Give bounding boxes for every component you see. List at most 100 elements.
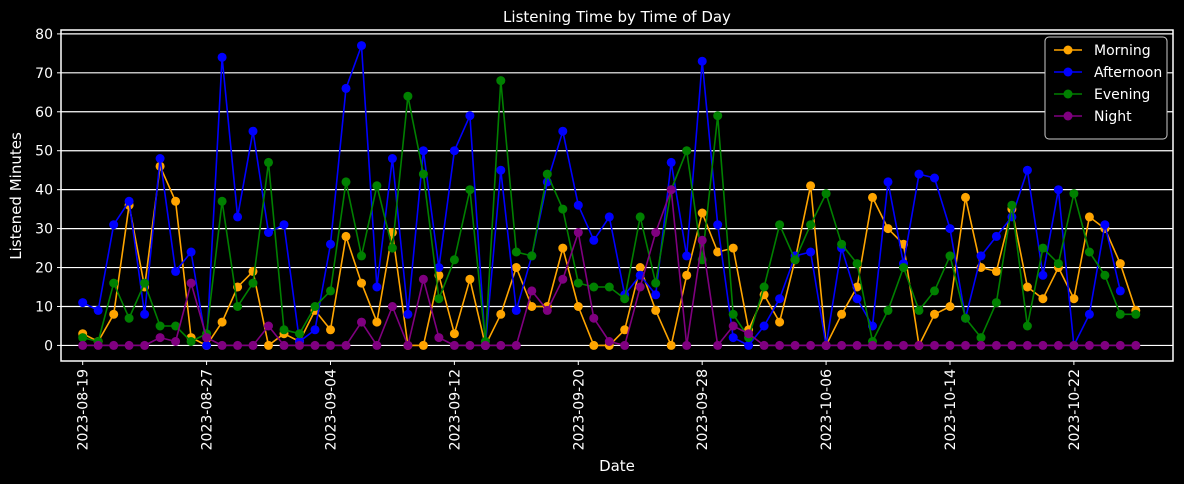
data-point — [1100, 270, 1110, 280]
data-point — [171, 266, 181, 276]
data-point — [496, 76, 506, 86]
data-point — [171, 321, 181, 331]
data-point — [991, 298, 1001, 308]
data-point — [155, 321, 165, 331]
data-point — [930, 173, 939, 183]
data-point — [1084, 247, 1094, 257]
data-point — [666, 157, 676, 167]
data-point — [542, 169, 552, 179]
data-point — [821, 340, 831, 350]
data-point — [573, 200, 583, 210]
data-point — [775, 294, 785, 304]
data-point — [341, 177, 351, 187]
data-point — [248, 266, 258, 276]
data-point — [357, 251, 366, 261]
data-point — [945, 340, 955, 350]
data-point — [403, 340, 413, 350]
data-point — [480, 340, 490, 350]
data-point — [78, 340, 88, 350]
y-tick-label: 80 — [35, 27, 53, 43]
data-point — [465, 274, 475, 284]
data-point — [651, 290, 661, 300]
data-point — [403, 309, 413, 319]
data-point — [991, 340, 1001, 350]
data-point — [883, 177, 893, 187]
data-point — [620, 294, 630, 304]
data-point — [1038, 243, 1048, 253]
data-point — [511, 247, 521, 257]
data-point — [914, 340, 924, 350]
data-point — [1053, 185, 1063, 195]
legend-swatch-marker — [1063, 67, 1073, 77]
data-point — [1007, 340, 1017, 350]
data-point — [418, 169, 428, 179]
data-point — [620, 340, 630, 350]
data-point — [821, 189, 831, 199]
data-point — [449, 329, 459, 339]
legend-swatch-marker — [1063, 45, 1073, 55]
data-point — [186, 247, 196, 257]
data-point — [1084, 212, 1094, 222]
data-point — [759, 321, 769, 331]
legend-swatch-marker — [1063, 111, 1073, 121]
data-point — [930, 309, 939, 319]
data-point — [1115, 340, 1125, 350]
data-point — [759, 340, 769, 350]
data-point — [883, 224, 893, 234]
data-point — [991, 266, 1001, 276]
data-point — [217, 340, 227, 350]
x-tick-label: 2023-08-27 — [200, 369, 216, 450]
data-point — [883, 340, 893, 350]
data-point — [604, 282, 614, 292]
data-point — [868, 192, 877, 202]
data-point — [775, 317, 785, 327]
data-point — [372, 317, 382, 327]
series-layer — [78, 41, 1141, 350]
x-axis-ticks: 2023-08-19 2023-08-27 2023-09-04 2023-09-12… — [76, 361, 1083, 450]
data-point — [449, 255, 459, 265]
data-point — [1100, 220, 1110, 230]
data-point — [635, 263, 645, 272]
data-point — [945, 251, 955, 261]
data-point — [1069, 294, 1079, 304]
data-point — [465, 340, 475, 350]
data-point — [511, 340, 521, 350]
data-point — [465, 111, 475, 121]
data-point — [264, 157, 273, 167]
data-point — [1084, 340, 1094, 350]
data-point — [310, 302, 320, 311]
data-point — [357, 317, 366, 327]
data-point — [418, 274, 428, 284]
data-point — [852, 340, 862, 350]
data-point — [403, 91, 413, 101]
data-point — [744, 329, 754, 339]
data-point — [1069, 340, 1079, 350]
data-point — [171, 196, 181, 206]
data-point — [589, 282, 599, 292]
data-point — [109, 340, 119, 350]
data-point — [124, 313, 134, 323]
data-point — [124, 196, 134, 206]
data-point — [899, 263, 908, 272]
data-point — [140, 340, 150, 350]
data-point — [326, 239, 335, 249]
data-point — [837, 340, 847, 350]
data-point — [372, 340, 382, 350]
data-point — [202, 333, 212, 343]
data-point — [387, 154, 397, 163]
data-point — [341, 340, 351, 350]
data-point — [790, 255, 800, 265]
data-point — [697, 235, 707, 245]
data-point — [682, 270, 692, 280]
data-point — [682, 146, 692, 156]
y-axis-label: Listened Minutes — [7, 132, 25, 260]
y-tick-label: 10 — [35, 299, 53, 315]
data-point — [713, 111, 723, 121]
data-point — [264, 340, 273, 350]
data-point — [217, 196, 227, 206]
data-point — [1115, 309, 1125, 319]
data-point — [930, 340, 939, 350]
data-point — [728, 243, 738, 253]
legend: Morning Afternoon Evening Night — [1044, 36, 1168, 140]
y-tick-label: 60 — [35, 105, 53, 121]
